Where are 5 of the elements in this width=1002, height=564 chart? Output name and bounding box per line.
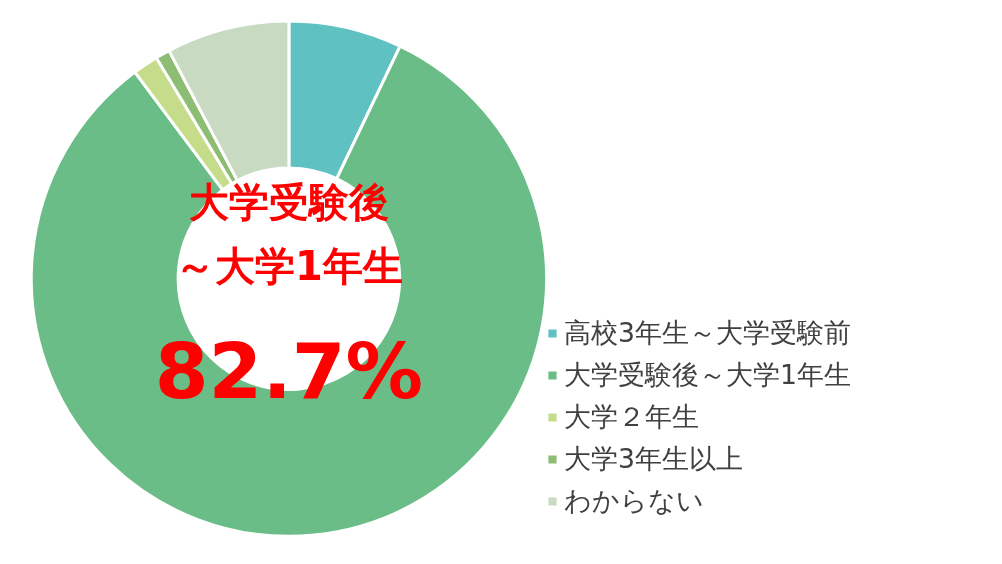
legend-label: わからない <box>564 484 704 518</box>
legend-label: 大学２年生 <box>564 400 699 434</box>
legend-label: 大学3年生以上 <box>564 442 743 476</box>
legend-label: 高校3年生～大学受験前 <box>564 316 851 350</box>
legend-label: 大学受験後～大学1年生 <box>564 358 851 392</box>
